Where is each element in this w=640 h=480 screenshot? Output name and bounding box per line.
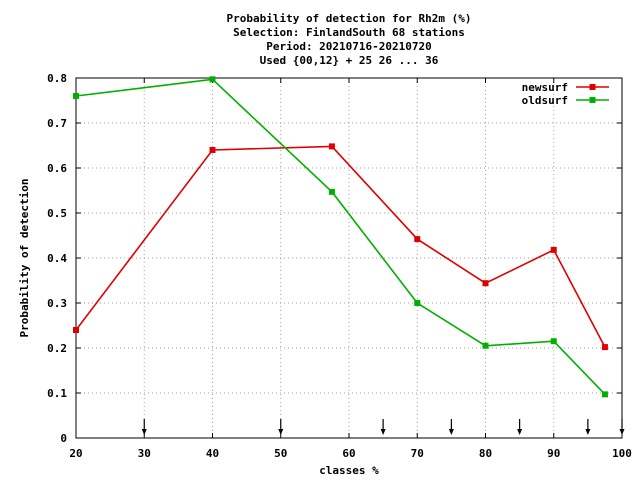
legend-label: oldsurf <box>522 94 568 107</box>
data-point-oldsurf <box>550 338 557 345</box>
legend-swatch-marker <box>589 84 596 90</box>
title-line-4: Used {00,12} + 25 26 ... 36 <box>260 54 439 67</box>
y-tick-label: 0 <box>60 432 67 445</box>
x-tick-label: 100 <box>612 447 632 460</box>
arrow-markers <box>141 419 625 435</box>
data-point-newsurf <box>414 236 421 243</box>
series-line-oldsurf <box>75 78 606 395</box>
y-tick-label: 0.3 <box>47 297 67 310</box>
y-tick-label: 0.6 <box>47 162 67 175</box>
series-line-newsurf <box>75 145 606 348</box>
legend-swatch-marker <box>589 97 596 103</box>
series-oldsurf <box>73 76 608 398</box>
arrow-marker <box>448 419 454 435</box>
x-tick-label: 30 <box>138 447 151 460</box>
title-line-3: Period: 20210716-20210720 <box>266 40 432 53</box>
data-point-oldsurf <box>482 342 489 349</box>
data-point-newsurf <box>482 280 489 287</box>
series <box>73 76 608 398</box>
legend-entry-newsurf: newsurf <box>522 81 609 94</box>
title-line-2: Selection: FinlandSouth 68 stations <box>233 26 465 39</box>
arrow-marker <box>380 419 386 435</box>
data-point-newsurf <box>209 147 216 153</box>
y-tick-label: 0.4 <box>47 252 67 265</box>
title-line-1: Probability of detection for Rh2m (%) <box>226 12 471 25</box>
data-point-oldsurf <box>414 300 421 306</box>
data-point-oldsurf <box>209 76 216 83</box>
chart-title: Probability of detection for Rh2m (%)Sel… <box>226 12 471 67</box>
grid <box>76 78 622 438</box>
x-tick-label: 40 <box>206 447 219 460</box>
legend-label: newsurf <box>522 81 568 94</box>
arrow-marker <box>585 419 591 435</box>
y-tick-label: 0.8 <box>47 72 67 85</box>
x-tick-label: 90 <box>547 447 560 460</box>
data-point-oldsurf <box>73 93 79 99</box>
series-newsurf <box>73 143 608 351</box>
x-tick-label: 20 <box>69 447 82 460</box>
data-point-oldsurf <box>601 391 608 398</box>
y-tick-label: 0.1 <box>47 387 67 400</box>
data-point-oldsurf <box>328 188 335 195</box>
y-tick-label: 0.5 <box>47 207 67 220</box>
y-tick-label: 0.2 <box>47 342 67 355</box>
x-tick-label: 50 <box>274 447 287 460</box>
y-axis-label: Probability of detection <box>18 179 31 338</box>
arrow-marker <box>278 419 284 435</box>
arrow-marker <box>517 419 523 435</box>
x-axis-label: classes % <box>319 464 379 477</box>
arrow-marker <box>141 419 147 435</box>
data-point-newsurf <box>550 246 557 253</box>
data-point-newsurf <box>601 344 608 351</box>
data-point-newsurf <box>73 327 79 333</box>
y-axis: 0 0.1 0.2 0.3 0.4 0.5 0.6 0.7 0.8 <box>47 72 622 445</box>
x-tick-label: 80 <box>479 447 492 460</box>
y-tick-label: 0.7 <box>47 117 67 130</box>
arrow-marker <box>619 419 625 435</box>
data-point-newsurf <box>328 143 335 150</box>
x-tick-label: 60 <box>342 447 355 460</box>
x-axis: 20 30 40 50 60 70 80 90 100 <box>69 78 632 460</box>
x-tick-label: 70 <box>411 447 424 460</box>
legend-entry-oldsurf: oldsurf <box>522 94 609 107</box>
